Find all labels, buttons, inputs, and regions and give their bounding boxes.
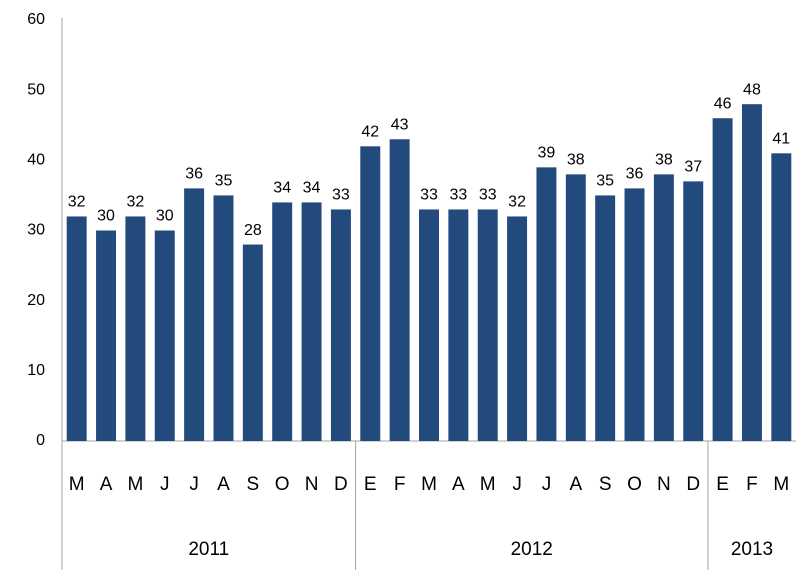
- x-tick-label: F: [394, 474, 406, 495]
- x-tick-label: N: [657, 474, 671, 495]
- y-tick-label: 60: [27, 11, 45, 28]
- bar: [360, 146, 381, 442]
- bar: [536, 167, 557, 441]
- data-label: 36: [185, 166, 203, 183]
- x-tick-label: E: [364, 474, 377, 495]
- data-label: 46: [714, 95, 732, 112]
- y-tick-label: 10: [27, 362, 45, 379]
- bar: [419, 209, 439, 441]
- bar: [477, 209, 498, 441]
- bar: [653, 174, 674, 441]
- bar: [125, 216, 146, 441]
- x-tick-label: A: [569, 474, 582, 495]
- data-label: 35: [596, 173, 614, 190]
- bar: [272, 202, 293, 441]
- data-label: 34: [273, 180, 291, 197]
- bar: [66, 216, 87, 441]
- data-label: 38: [567, 152, 585, 169]
- data-label: 28: [244, 222, 262, 239]
- data-label: 42: [361, 124, 379, 141]
- y-tick-label: 50: [27, 81, 45, 98]
- x-tick-label: M: [480, 474, 496, 495]
- bar: [242, 244, 263, 441]
- x-tick-label: A: [100, 474, 113, 495]
- bar: [683, 181, 704, 441]
- data-label: 36: [626, 166, 644, 183]
- bar: [595, 195, 616, 441]
- data-label: 43: [391, 117, 409, 134]
- x-tick-label: O: [275, 474, 290, 495]
- x-tick-label: D: [334, 474, 348, 495]
- x-tick-label: M: [773, 474, 789, 495]
- x-tick-label: E: [716, 474, 729, 495]
- x-tick-label: J: [512, 474, 522, 495]
- data-label: 33: [449, 187, 467, 204]
- x-tick-label: M: [421, 474, 437, 495]
- data-label: 33: [420, 187, 438, 204]
- bar: [213, 195, 234, 441]
- x-tick-label: S: [246, 474, 259, 495]
- bar: [624, 188, 645, 441]
- x-tick-label: S: [599, 474, 612, 495]
- data-label: 48: [743, 81, 761, 98]
- bar: [330, 209, 351, 441]
- bar: [712, 118, 733, 441]
- x-tick-label: O: [627, 474, 642, 495]
- data-label: 41: [772, 131, 790, 148]
- data-label: 34: [303, 180, 321, 197]
- x-tick-label: A: [452, 474, 465, 495]
- x-tick-label: M: [127, 474, 143, 495]
- group-label: 2012: [511, 539, 553, 560]
- x-tick-label: J: [542, 474, 552, 495]
- data-label: 37: [684, 159, 702, 176]
- data-label: 33: [479, 187, 497, 204]
- data-label: 32: [68, 194, 86, 211]
- data-label: 39: [538, 145, 556, 162]
- y-tick-label: 0: [36, 432, 45, 449]
- x-tick-label: F: [746, 474, 758, 495]
- bar: [184, 188, 205, 441]
- bar: [507, 216, 528, 441]
- x-tick-label: J: [160, 474, 170, 495]
- x-tick-label: M: [69, 474, 85, 495]
- x-tick-label: A: [217, 474, 230, 495]
- data-label: 38: [655, 152, 673, 169]
- bar: [301, 202, 322, 441]
- data-label: 32: [127, 194, 145, 211]
- data-label: 33: [332, 187, 350, 204]
- group-label: 2013: [731, 539, 773, 560]
- data-label: 30: [156, 208, 174, 225]
- data-label: 35: [215, 173, 233, 190]
- data-label: 32: [508, 194, 526, 211]
- data-label: 30: [97, 208, 115, 225]
- y-tick-label: 40: [27, 152, 45, 169]
- bar: [565, 174, 586, 441]
- bar: [448, 209, 469, 441]
- y-tick-label: 20: [27, 292, 45, 309]
- x-tick-label: J: [189, 474, 199, 495]
- bar: [741, 104, 762, 441]
- y-tick-label: 30: [27, 222, 45, 239]
- bar: [96, 230, 117, 441]
- bar: [389, 139, 410, 442]
- bar: [154, 230, 175, 441]
- bar: [771, 153, 792, 442]
- group-label: 2011: [188, 539, 229, 560]
- x-tick-label: N: [305, 474, 319, 495]
- x-tick-label: D: [686, 474, 700, 495]
